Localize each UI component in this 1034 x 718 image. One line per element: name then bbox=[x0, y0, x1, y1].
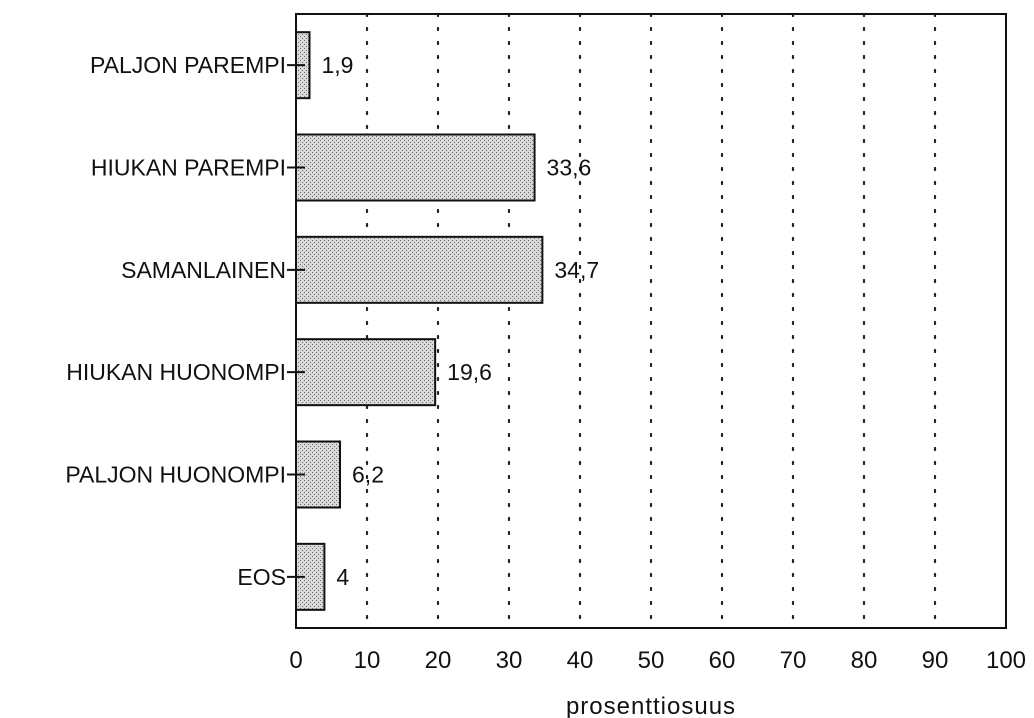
category-label: PALJON HUONOMPI bbox=[65, 462, 286, 488]
x-tick-label: 100 bbox=[986, 647, 1026, 674]
data-label: 4 bbox=[336, 564, 349, 590]
data-label: 33,6 bbox=[547, 155, 592, 181]
bars bbox=[295, 31, 544, 611]
category-label: PALJON PAREMPI bbox=[90, 52, 286, 78]
data-label: 34,7 bbox=[554, 257, 599, 283]
bar bbox=[295, 235, 544, 304]
x-tick-label: 50 bbox=[638, 647, 665, 674]
x-tick-label: 80 bbox=[851, 647, 878, 674]
bar bbox=[295, 133, 536, 202]
category-label: HIUKAN PAREMPI bbox=[91, 155, 286, 181]
x-tick-labels: 0 10 20 30 40 50 60 70 80 90 100 bbox=[289, 647, 1026, 674]
x-tick-label: 30 bbox=[496, 647, 523, 674]
data-label: 19,6 bbox=[447, 359, 492, 385]
bar bbox=[295, 338, 437, 407]
x-tick-label: 40 bbox=[567, 647, 594, 674]
data-label: 1,9 bbox=[321, 52, 353, 78]
category-labels: PALJON PAREMPI HIUKAN PAREMPI SAMANLAINEN H… bbox=[65, 52, 286, 590]
x-tick-label: 0 bbox=[289, 647, 302, 674]
x-tick-label: 70 bbox=[780, 647, 807, 674]
category-label: EOS bbox=[237, 564, 286, 590]
x-tick-label: 60 bbox=[709, 647, 736, 674]
plot-frame bbox=[295, 13, 1007, 629]
x-tick-label: 20 bbox=[425, 647, 452, 674]
x-axis-title: prosenttiosuus bbox=[566, 693, 736, 718]
y-ticks bbox=[287, 64, 305, 578]
data-label: 6,2 bbox=[352, 462, 384, 488]
gridlines bbox=[365, 12, 937, 630]
category-label: SAMANLAINEN bbox=[121, 257, 286, 283]
category-label: HIUKAN HUONOMPI bbox=[66, 359, 286, 385]
data-labels: 1,9 33,6 34,7 19,6 6,2 4 bbox=[321, 52, 599, 590]
x-tick-label: 10 bbox=[354, 647, 381, 674]
x-tick-label: 90 bbox=[922, 647, 949, 674]
